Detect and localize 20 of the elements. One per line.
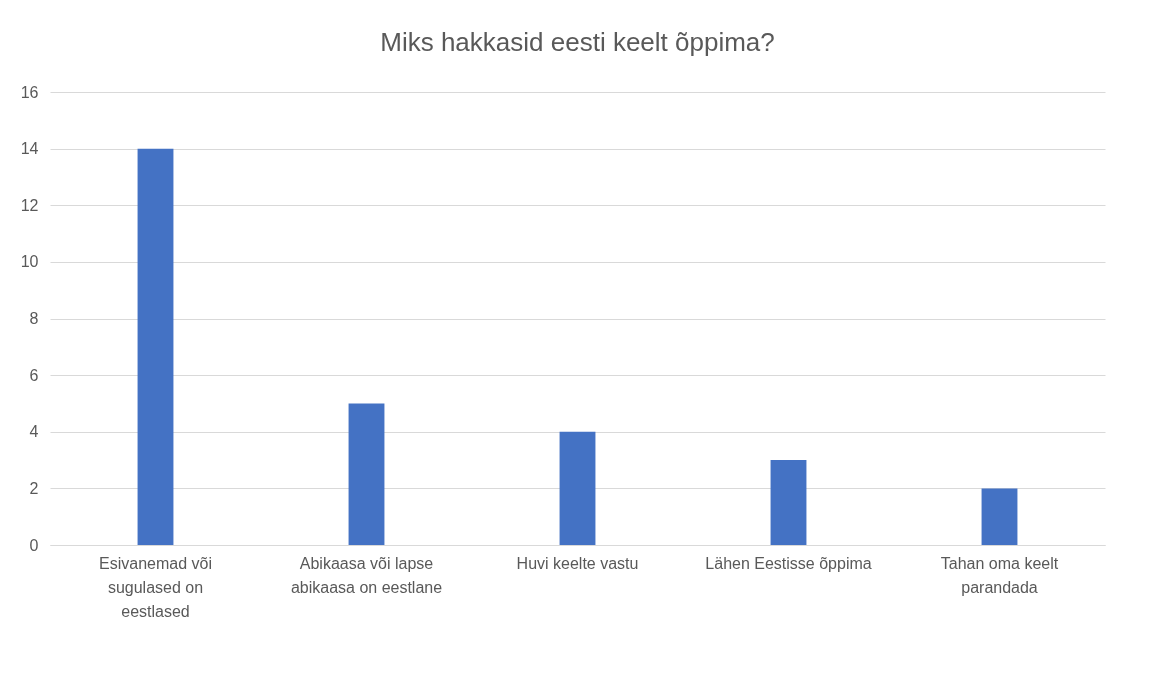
y-tick-label: 6 — [29, 366, 39, 384]
bar — [559, 431, 596, 545]
y-tick-label: 10 — [20, 253, 39, 271]
y-tick-label: 8 — [29, 310, 39, 327]
y-tick-label: 14 — [20, 140, 39, 158]
x-tick-label: Huvi keelte vastu — [516, 554, 639, 572]
bar — [770, 460, 807, 545]
bar — [348, 403, 385, 545]
bar — [981, 488, 1018, 545]
y-tick-label: 2 — [29, 479, 39, 497]
y-tick-label: 16 — [20, 83, 39, 101]
x-tick-label: Lähen Eestisse õppima — [705, 554, 872, 572]
x-tick-label: Esivanemad või sugulased on eestlased — [99, 554, 212, 620]
y-tick-label: 4 — [29, 423, 39, 441]
chart-title: Miks hakkasid eesti keelt õppima? — [380, 27, 775, 57]
bar — [137, 148, 174, 545]
x-tick-label: Abikaasa või lapse abikaasa on eestlane — [290, 554, 443, 596]
y-tick-label: 12 — [20, 196, 39, 214]
x-tick-label: Tahan oma keelt parandada — [940, 554, 1059, 596]
y-tick-label: 0 — [29, 536, 39, 554]
